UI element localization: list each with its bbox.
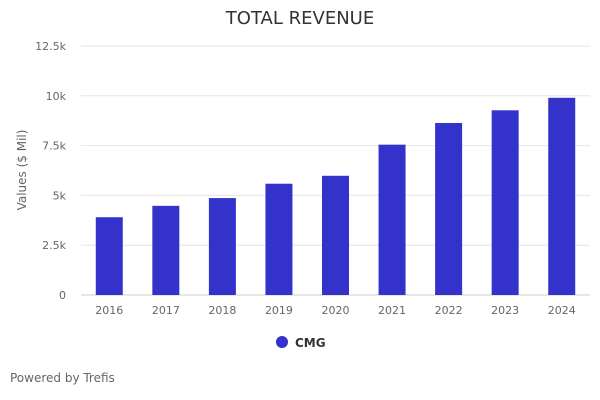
y-tick-labels: 0 2.5k 5k 7.5k 10k 12.5k [35,40,66,302]
y-tick-label: 10k [46,90,67,103]
x-tick-labels: 2016 2017 2018 2019 2020 2021 2022 2023 2024 [95,304,575,317]
x-tick-label-2017: 2017 [152,304,180,317]
powered-by-credit[interactable]: Powered by Trefis [10,371,115,385]
x-tick-label-2020: 2020 [322,304,350,317]
legend-marker-icon[interactable] [276,336,288,348]
bar-2019[interactable] [265,183,293,295]
bar-2016[interactable] [95,217,123,295]
y-tick-label: 7.5k [42,140,66,153]
y-tick-label: 2.5k [42,239,66,252]
y-tick-label: 5k [53,189,67,202]
bars [95,97,576,296]
bar-2021[interactable] [378,144,406,295]
bar-2020[interactable] [322,175,349,295]
y-tick-label: 12.5k [35,40,66,53]
y-axis-label: Values ($ Mil) [15,130,29,211]
chart-title: TOTAL REVENUE [225,8,374,29]
x-tick-label-2022: 2022 [435,304,463,317]
y-tick-label: 0 [59,289,66,302]
bar-2024[interactable] [548,97,576,296]
x-tick-label-2016: 2016 [95,304,123,317]
legend-label[interactable]: CMG [295,336,326,350]
bar-2017[interactable] [152,205,180,295]
x-tick-label-2024: 2024 [548,304,576,317]
x-tick-label-2021: 2021 [378,304,406,317]
legend[interactable]: CMG [276,336,326,350]
x-tick-label-2023: 2023 [491,304,519,317]
bar-2023[interactable] [491,110,519,295]
x-tick-label-2018: 2018 [208,304,236,317]
x-tick-label-2019: 2019 [265,304,293,317]
bar-2022[interactable] [435,122,463,295]
bar-2018[interactable] [208,198,236,295]
